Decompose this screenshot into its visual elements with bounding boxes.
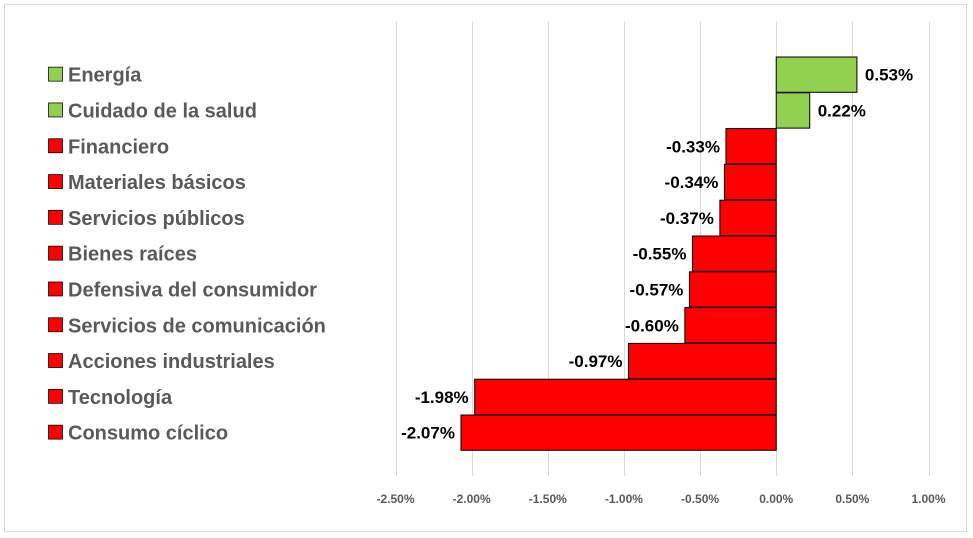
x-tick-label: 0.50%: [835, 492, 869, 506]
category-label: Defensiva del consumidor: [68, 279, 317, 301]
data-label: -0.57%: [630, 280, 684, 299]
bar: [725, 128, 777, 165]
x-tick-label: -2.50%: [376, 492, 414, 506]
legend-swatch: [48, 424, 63, 440]
legend-swatch: [48, 281, 63, 297]
category-label: Materiales básicos: [68, 172, 246, 194]
bar: [688, 271, 777, 308]
bar: [775, 56, 858, 93]
legend-swatch: [48, 66, 63, 82]
x-tick-label: -2.00%: [453, 492, 491, 506]
bar: [775, 92, 811, 129]
x-tick-label: -0.50%: [681, 492, 719, 506]
category-label: Energía: [68, 65, 142, 87]
data-label: -0.60%: [625, 316, 679, 335]
data-label: -2.07%: [401, 424, 455, 443]
x-tick-label: 0.00%: [759, 492, 793, 506]
data-label: -0.33%: [666, 137, 720, 156]
x-tick-label: 1.00%: [911, 492, 945, 506]
legend-swatch: [48, 317, 63, 333]
data-label: -0.97%: [569, 352, 623, 371]
data-label: 0.53%: [865, 66, 913, 85]
category-label: Servicios de comunicación: [68, 315, 326, 337]
legend-swatch: [48, 388, 63, 404]
category-label: Consumo cíclico: [68, 423, 228, 445]
legend-swatch: [48, 353, 63, 368]
legend-swatch: [48, 245, 63, 261]
data-label: -0.34%: [665, 173, 719, 192]
x-tick-label: -1.00%: [605, 492, 643, 506]
data-label: -1.98%: [415, 388, 469, 407]
legend-swatch: [48, 209, 63, 225]
bar: [460, 414, 777, 451]
data-label: 0.22%: [818, 101, 866, 120]
bar: [723, 163, 777, 201]
legend-swatch: [48, 102, 63, 118]
category-label: Servicios públicos: [68, 208, 245, 230]
category-label: Financiero: [68, 136, 169, 158]
x-tick-label: -1.50%: [529, 492, 567, 506]
bar: [474, 378, 777, 416]
bar: [627, 342, 777, 380]
category-label: Tecnología: [68, 387, 173, 409]
category-label: Cuidado de la salud: [68, 100, 257, 122]
bar: [719, 199, 777, 236]
data-label: -0.37%: [660, 209, 714, 228]
category-label: Acciones industriales: [68, 351, 275, 373]
legend-swatch: [48, 174, 63, 189]
category-label: Bienes raíces: [68, 244, 197, 266]
legend-swatch: [48, 138, 63, 154]
bar: [691, 235, 777, 272]
bar: [684, 307, 777, 344]
data-label: -0.55%: [633, 245, 687, 264]
